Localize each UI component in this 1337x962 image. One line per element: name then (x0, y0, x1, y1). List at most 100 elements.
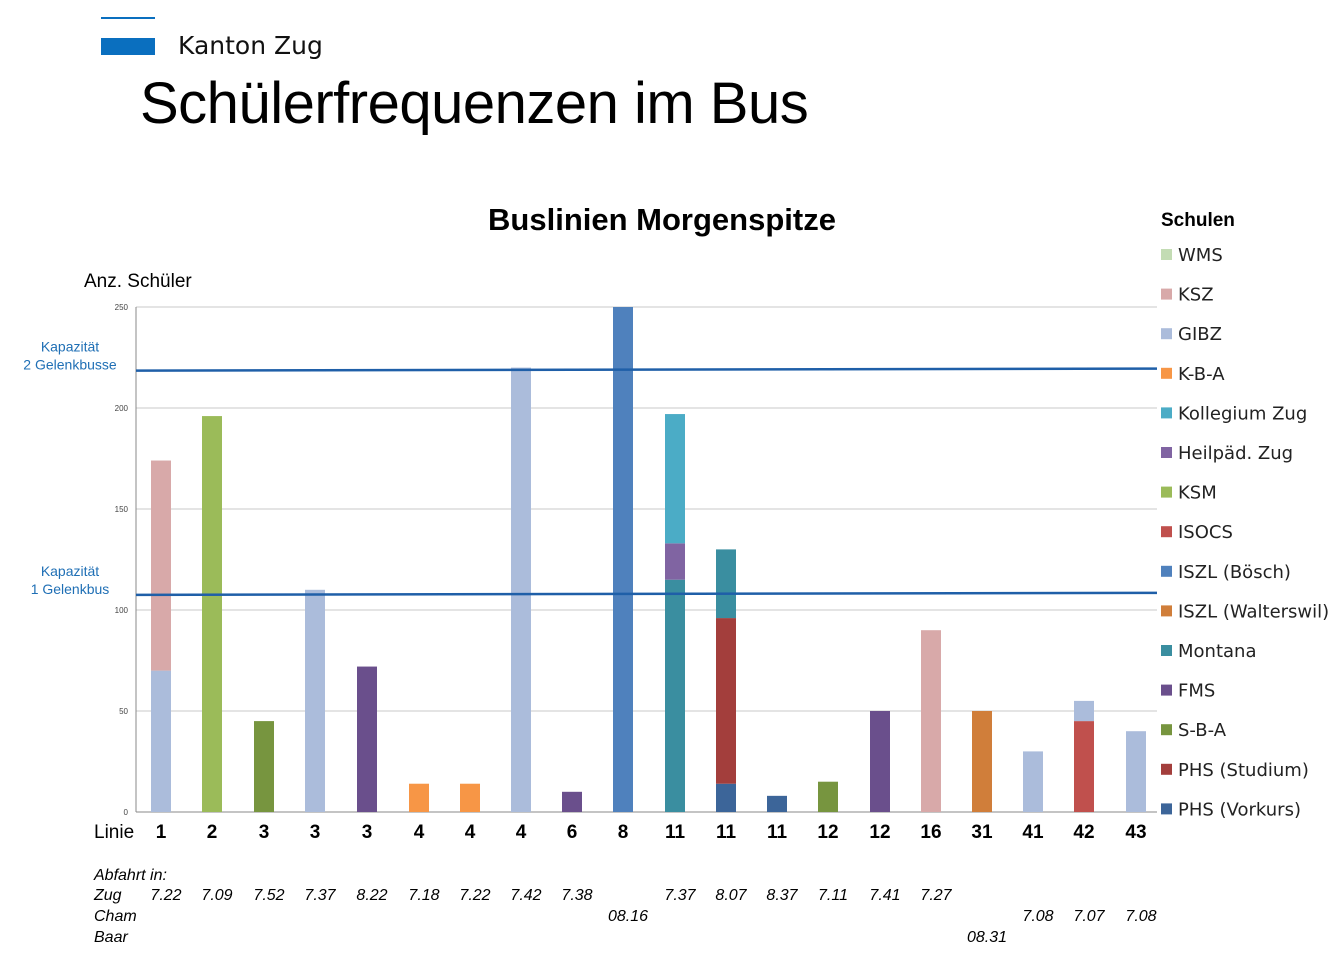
departure-time: 8.22 (356, 887, 387, 904)
legend-swatch (1161, 724, 1172, 736)
departure-time: 7.08 (1125, 908, 1156, 925)
departure-time: 7.07 (1073, 908, 1105, 925)
y-tick-label: 100 (115, 606, 129, 615)
departure-time: 7.22 (459, 887, 490, 904)
y-axis-label: Anz. Schüler (84, 271, 192, 292)
bar-segment-s-b-a (254, 721, 274, 812)
x-tick-label: 3 (259, 822, 270, 843)
legend-swatch (1161, 367, 1172, 379)
departure-place: Baar (94, 929, 128, 946)
departure-time: 7.37 (304, 887, 336, 904)
bar-segment-iszl-walterswil (972, 711, 992, 812)
x-tick-label: 1 (156, 822, 167, 843)
departure-time: 7.11 (818, 887, 848, 904)
x-tick-label: 12 (869, 822, 890, 843)
x-tick-label: 11 (716, 822, 737, 843)
x-tick-label: 4 (414, 822, 425, 843)
departure-place: Zug (93, 887, 122, 904)
bar-segment-heilp-d-zug (665, 543, 685, 580)
departures-heading: Abfahrt in: (93, 867, 167, 884)
x-tick-label: 4 (465, 822, 476, 843)
departure-time: 7.52 (253, 887, 284, 904)
bar-segment-s-b-a (818, 781, 838, 812)
capacity-label: 2 Gelenkbusse (23, 357, 117, 373)
departure-time: 7.09 (201, 887, 232, 904)
y-tick-label: 150 (115, 505, 129, 514)
bar-segment-ksz (921, 630, 941, 812)
legend-label: Heilpäd. Zug (1178, 443, 1293, 464)
departure-time: 7.42 (510, 887, 541, 904)
legend-label: WMS (1178, 245, 1223, 266)
departure-time: 8.07 (715, 887, 747, 904)
legend-label: FMS (1178, 681, 1215, 702)
legend-swatch (1161, 803, 1172, 815)
chart-title: Buslinien Morgenspitze (488, 202, 836, 237)
capacity-line (135, 367, 1158, 372)
y-tick-label: 50 (119, 707, 128, 716)
capacity-line (135, 591, 1158, 597)
x-tick-label: 2 (207, 822, 218, 843)
departure-place: Cham (94, 908, 137, 925)
legend-label: KSM (1178, 483, 1217, 504)
x-tick-label: 12 (817, 822, 838, 843)
legend-label: PHS (Vorkurs) (1178, 799, 1301, 820)
bar-segment-fms (870, 711, 890, 812)
bar-segment-fms (562, 791, 582, 812)
legend-title: Schulen (1161, 210, 1235, 231)
x-tick-label: 43 (1125, 822, 1146, 843)
legend-label: GIBZ (1178, 324, 1222, 345)
x-tick-label: 42 (1073, 822, 1094, 843)
x-tick-label: 11 (665, 822, 686, 843)
legend-label: K-B-A (1178, 364, 1225, 385)
bar-segment-montana (665, 579, 685, 812)
y-tick-label: 250 (115, 303, 129, 312)
x-tick-label: 3 (362, 822, 373, 843)
x-tick-label: 8 (618, 822, 629, 843)
bar-segment-gibz (1074, 700, 1094, 722)
bar-segment-gibz (305, 589, 325, 812)
capacity-label: 1 Gelenkbus (31, 581, 110, 597)
brand-logo-block (101, 38, 155, 55)
bar-segment-fms (357, 666, 377, 812)
legend-swatch (1161, 763, 1172, 775)
bar-segment-gibz (151, 670, 171, 812)
bar-segment-k-b-a (409, 783, 429, 812)
x-axis-label: Linie (94, 822, 134, 843)
brand-name: Kanton Zug (178, 31, 323, 60)
legend-label: ISOCS (1178, 522, 1233, 543)
bar-segment-kollegium-zug (665, 414, 685, 544)
x-tick-label: 16 (920, 822, 941, 843)
x-tick-label: 3 (310, 822, 321, 843)
legend-label: S-B-A (1178, 720, 1227, 741)
bar-segment-montana (716, 549, 736, 619)
bar-segment-k-b-a (460, 783, 480, 812)
bar-segment-gibz (1126, 731, 1146, 812)
legend-swatch (1161, 605, 1172, 617)
bar-segment-ksm (202, 416, 222, 812)
legend-label: ISZL (Walterswil) (1178, 601, 1329, 622)
y-tick-label: 200 (115, 404, 129, 413)
legend-swatch (1161, 684, 1172, 696)
brand-line (101, 17, 155, 19)
legend-swatch (1161, 447, 1172, 458)
departure-time: 8.37 (766, 887, 798, 904)
bar-segment-ksz (151, 460, 171, 671)
departure-time: 7.22 (150, 887, 181, 904)
capacity-label: Kapazität (41, 339, 99, 355)
legend-swatch (1161, 565, 1172, 577)
legend-label: PHS (Studium) (1178, 760, 1309, 781)
bar-segment-isocs (1074, 721, 1094, 812)
capacity-label: Kapazität (41, 563, 99, 579)
bar-segment-phs-studium (716, 618, 736, 784)
x-tick-label: 4 (516, 822, 527, 843)
bar-segment-gibz (511, 367, 531, 812)
y-tick-label: 0 (124, 808, 129, 817)
legend-swatch (1161, 407, 1172, 419)
departure-time: 7.18 (408, 887, 439, 904)
departure-time: 7.38 (561, 887, 592, 904)
legend-label: Montana (1178, 641, 1256, 662)
bar-segment-gibz (1023, 751, 1043, 812)
x-tick-label: 31 (971, 822, 993, 843)
departure-time: 08.16 (608, 908, 648, 925)
